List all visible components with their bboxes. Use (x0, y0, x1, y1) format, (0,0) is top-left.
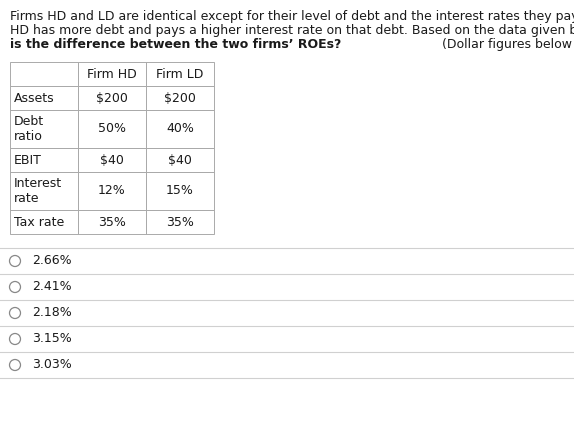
Bar (78, 210, 146, 234)
Text: 40%: 40% (166, 123, 194, 135)
Text: Firm LD: Firm LD (156, 68, 204, 80)
Text: Debt
ratio: Debt ratio (14, 115, 44, 143)
Text: Firm HD: Firm HD (87, 68, 137, 80)
Text: 2.66%: 2.66% (32, 255, 72, 267)
Text: Interest
rate: Interest rate (14, 177, 62, 205)
Bar (78, 110, 146, 148)
Text: HD has more debt and pays a higher interest rate on that debt. Based on the data: HD has more debt and pays a higher inter… (10, 24, 574, 37)
Text: (Dollar figures below are in millions.): (Dollar figures below are in millions.) (437, 38, 574, 51)
Text: 2.41%: 2.41% (32, 280, 72, 294)
Bar (78, 172, 146, 210)
Text: 12%: 12% (98, 184, 126, 198)
Bar (146, 210, 214, 234)
Text: 2.18%: 2.18% (32, 307, 72, 319)
Bar (78, 148, 146, 172)
Text: 3.03%: 3.03% (32, 359, 72, 371)
Bar (10, 210, 78, 234)
Text: 15%: 15% (166, 184, 194, 198)
Bar (146, 172, 214, 210)
Text: Firms HD and LD are identical except for their level of debt and the interest ra: Firms HD and LD are identical except for… (10, 10, 574, 23)
Text: EBIT: EBIT (14, 154, 42, 167)
Bar (10, 62, 78, 86)
Text: 50%: 50% (98, 123, 126, 135)
Text: Assets: Assets (14, 91, 55, 104)
Bar (78, 62, 146, 86)
Text: $200: $200 (96, 91, 128, 104)
Text: $40: $40 (168, 154, 192, 167)
Text: $200: $200 (164, 91, 196, 104)
Bar (146, 148, 214, 172)
Bar (10, 148, 78, 172)
Text: Tax rate: Tax rate (14, 215, 64, 228)
Bar (78, 86, 146, 110)
Text: $40: $40 (100, 154, 124, 167)
Bar (10, 110, 78, 148)
Bar (146, 62, 214, 86)
Text: 35%: 35% (166, 215, 194, 228)
Bar (10, 86, 78, 110)
Bar (146, 86, 214, 110)
Text: 3.15%: 3.15% (32, 332, 72, 346)
Text: 35%: 35% (98, 215, 126, 228)
Bar (146, 110, 214, 148)
Bar (10, 172, 78, 210)
Text: is the difference between the two firms’ ROEs?: is the difference between the two firms’… (10, 38, 342, 51)
